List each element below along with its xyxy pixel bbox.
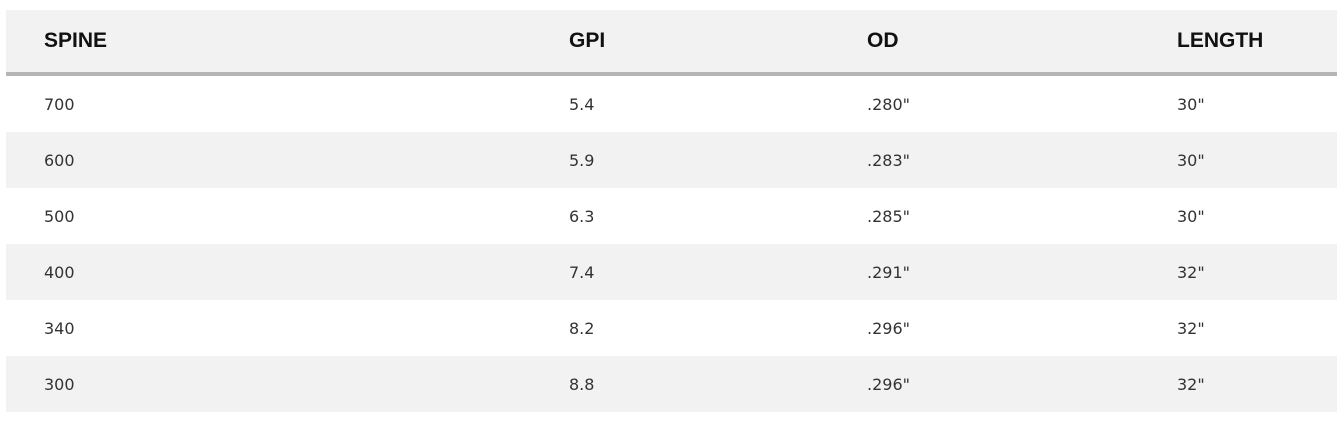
table-cell: 6.3 bbox=[569, 206, 595, 226]
table-cell: SPINE bbox=[44, 29, 108, 52]
table-cell: 340 bbox=[44, 318, 75, 338]
table-cell: 30" bbox=[1177, 206, 1205, 226]
table-cell: 600 bbox=[44, 150, 75, 170]
table-row: 340 8.2 .296" 32" bbox=[6, 300, 1337, 356]
table-cell: .296" bbox=[867, 374, 910, 394]
table-cell: 400 bbox=[44, 262, 75, 282]
table-cell: 5.9 bbox=[569, 150, 595, 170]
table-row: 700 5.4 .280" 30" bbox=[6, 76, 1337, 132]
table-cell: 32" bbox=[1177, 262, 1205, 282]
table-cell: 300 bbox=[44, 374, 75, 394]
table-cell: 7.4 bbox=[569, 262, 595, 282]
table-cell: 30" bbox=[1177, 94, 1205, 114]
table-cell: .283" bbox=[867, 150, 910, 170]
table-cell: 8.8 bbox=[569, 374, 595, 394]
header-row: SPINE GPI OD LENGTH bbox=[6, 10, 1337, 76]
table-cell: .291" bbox=[867, 262, 910, 282]
table-row: 500 6.3 .285" 30" bbox=[6, 188, 1337, 244]
table-row: 600 5.9 .283" 30" bbox=[6, 132, 1337, 188]
table-row: 400 7.4 .291" 32" bbox=[6, 244, 1337, 300]
table-cell: 32" bbox=[1177, 374, 1205, 394]
spec-table: SPINE GPI OD LENGTH 700 5.4 .280" 30" 600 5.9 .283… bbox=[6, 10, 1337, 412]
table-cell: 30" bbox=[1177, 150, 1205, 170]
table-cell: LENGTH bbox=[1177, 29, 1264, 52]
table-cell: 8.2 bbox=[569, 318, 595, 338]
table-cell: 700 bbox=[44, 94, 75, 114]
table-cell: 32" bbox=[1177, 318, 1205, 338]
table-cell: 500 bbox=[44, 206, 75, 226]
table-row: 300 8.8 .296" 32" bbox=[6, 356, 1337, 412]
table-cell: GPI bbox=[569, 29, 606, 52]
table-cell: .285" bbox=[867, 206, 910, 226]
table-cell: 5.4 bbox=[569, 94, 595, 114]
table-cell: .296" bbox=[867, 318, 910, 338]
table-cell: OD bbox=[867, 29, 899, 52]
table-cell: .280" bbox=[867, 94, 910, 114]
